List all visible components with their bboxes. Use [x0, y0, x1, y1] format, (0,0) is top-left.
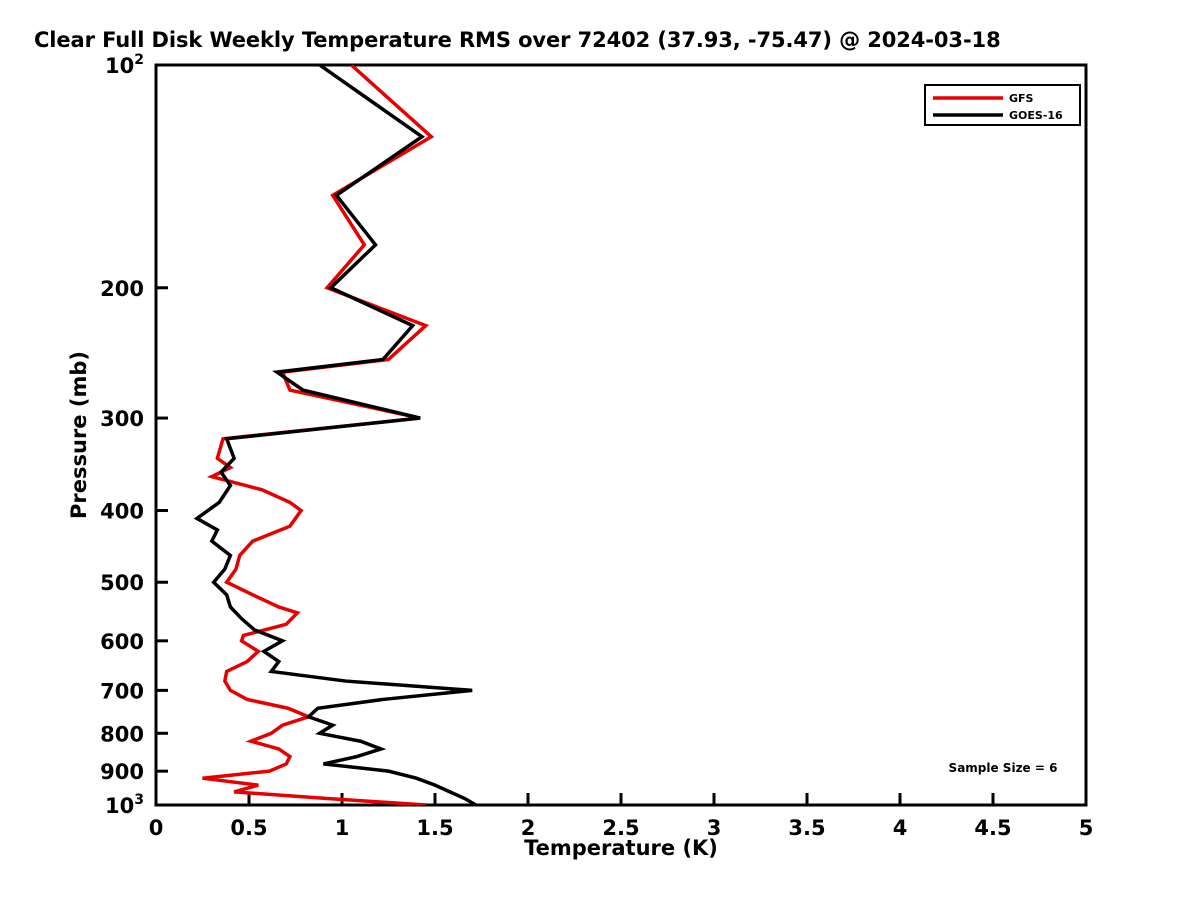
x-tick-label: 2 [521, 816, 536, 840]
x-tick-label: 0 [149, 816, 164, 840]
page-title: Clear Full Disk Weekly Temperature RMS o… [34, 28, 1001, 52]
series-line-goes-16 [193, 65, 477, 805]
x-tick-label: 4 [893, 816, 908, 840]
y-tick-label: 800 [100, 722, 144, 746]
y-tick-label: 200 [100, 277, 144, 301]
y-axis-ticks [156, 63, 168, 807]
sample-size-annotation: Sample Size = 6 [949, 761, 1058, 775]
x-tick-label: 1 [335, 816, 350, 840]
y-tick-label: 900 [100, 760, 144, 784]
legend-label-goes-16: GOES-16 [1009, 109, 1063, 122]
x-tick-label: 5 [1079, 816, 1094, 840]
legend-box [924, 84, 1081, 126]
legend[interactable]: GFS GOES-16 [924, 84, 1081, 126]
plot-frame [154, 63, 1088, 807]
y-tick-label: 102 [105, 52, 144, 78]
y-tick-label: 103 [105, 792, 144, 818]
y-tick-label: 400 [100, 500, 144, 524]
x-tick-label: 1.5 [416, 816, 453, 840]
legend-label-gfs: GFS [1009, 92, 1034, 105]
x-tick-label: 0.5 [230, 816, 267, 840]
x-tick-label: 4.5 [974, 816, 1011, 840]
x-tick-label: 3 [707, 816, 722, 840]
y-tick-label: 500 [100, 571, 144, 595]
y-tick-label: 700 [100, 679, 144, 703]
x-tick-labels: 0 0.5 1 1.5 2 2.5 3 3.5 4 4.5 5 [149, 816, 1094, 840]
x-tick-label: 2.5 [602, 816, 639, 840]
y-tick-labels: 102 200 300 400 500 600 700 800 900 103 [100, 52, 144, 818]
y-tick-label: 300 [100, 407, 144, 431]
series-line-gfs [202, 65, 435, 805]
x-tick-label: 3.5 [788, 816, 825, 840]
data-series-layer [193, 65, 477, 805]
y-axis-title: Pressure (mb) [67, 351, 91, 519]
x-axis-title: Temperature (K) [524, 836, 718, 860]
y-tick-label: 600 [100, 630, 144, 654]
